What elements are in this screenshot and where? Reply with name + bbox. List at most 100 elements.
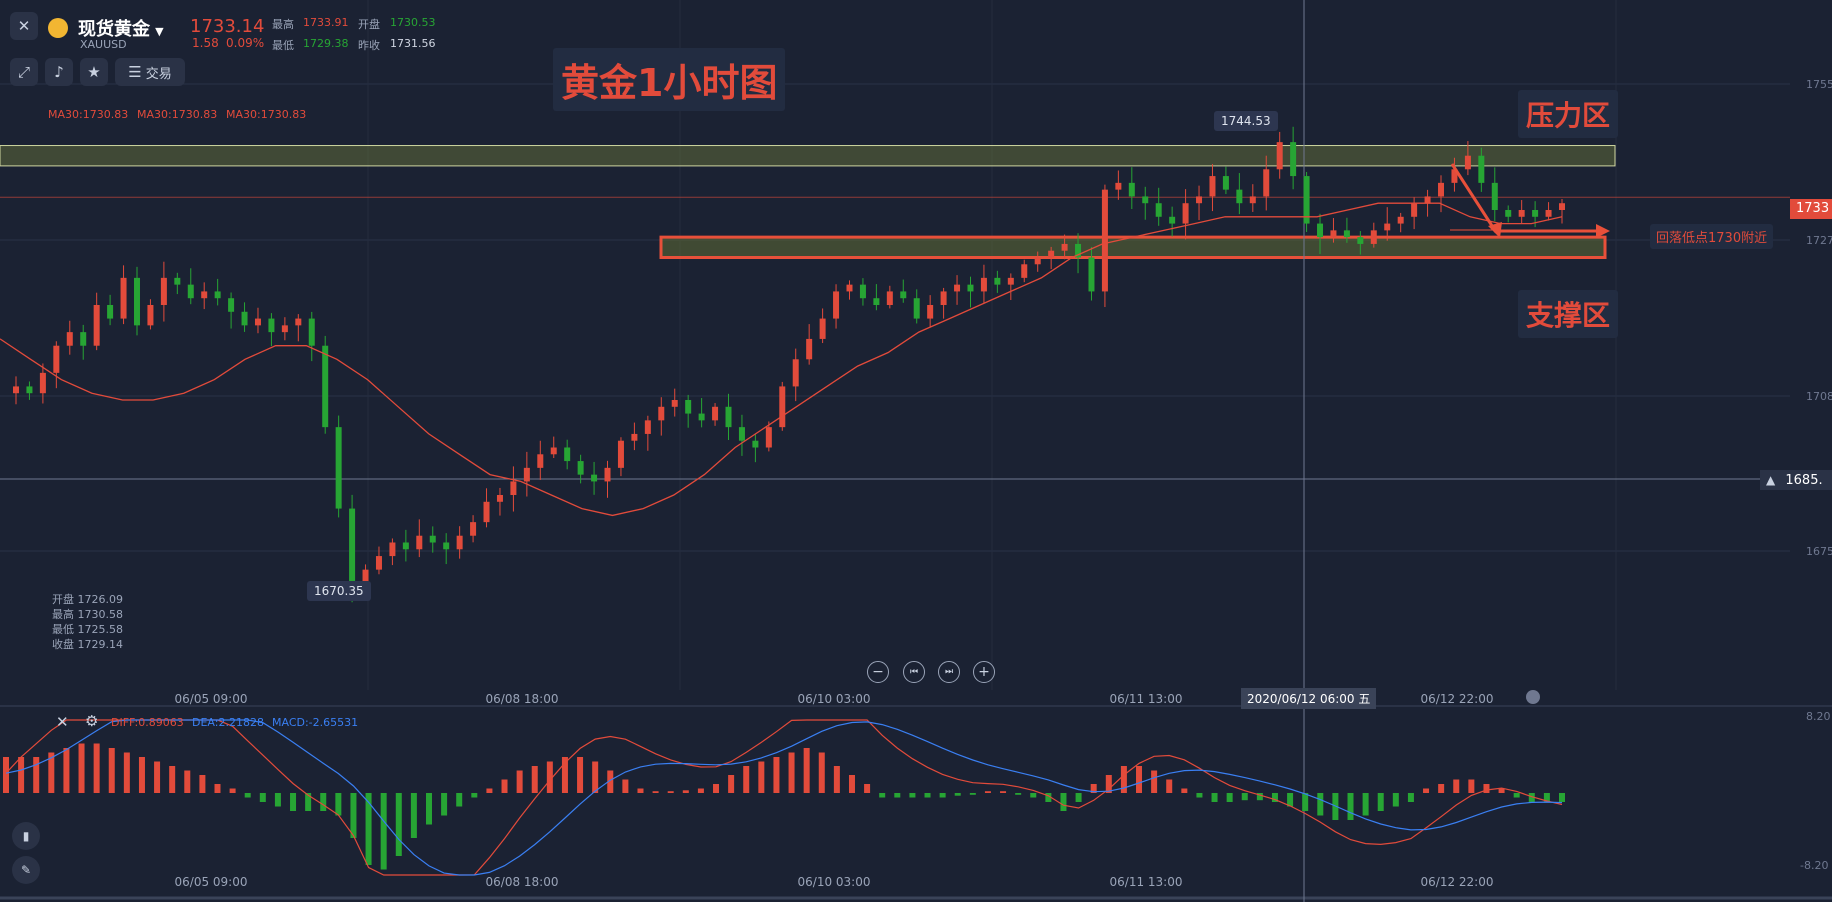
candle-body — [147, 305, 154, 326]
macd-bar — [290, 793, 297, 811]
macd-bar — [1015, 793, 1022, 795]
prev-close-value: 1731.56 — [390, 37, 436, 50]
macd-bar — [78, 743, 85, 793]
macd-bar — [1392, 793, 1399, 807]
candle-body — [375, 556, 382, 570]
trade-label: 交易 — [145, 66, 172, 82]
macd-bar — [229, 788, 236, 793]
scroll-dot[interactable] — [1526, 690, 1540, 704]
macd-x-label-5: 06/12 22:00 — [1420, 875, 1494, 889]
macd-bar — [1211, 793, 1218, 802]
macd-bar — [546, 761, 553, 793]
ma30-line — [0, 202, 1563, 517]
go-end-button[interactable]: ⏭ — [938, 661, 960, 683]
pen-tool-button[interactable]: ✎ — [12, 856, 40, 884]
macd-bar — [516, 770, 523, 793]
macd-bar — [743, 766, 750, 793]
candle-body — [819, 318, 826, 339]
current-price-tag: 1733 — [1790, 199, 1832, 219]
close-indicator-button[interactable]: ✕ — [56, 713, 69, 731]
candle-body — [268, 318, 275, 333]
pencil-icon: ✎ — [20, 863, 32, 877]
candle-body — [1263, 169, 1270, 197]
macd-bar — [788, 752, 795, 793]
macd-x-label-1: 06/05 09:00 — [174, 875, 248, 889]
indicator-tool-button[interactable]: ▮ — [12, 822, 40, 850]
skip-back-icon: ⏮ — [909, 667, 919, 677]
macd-bar — [486, 788, 493, 793]
symbol-code: XAUUSD — [80, 38, 127, 51]
macd-bar — [1438, 784, 1445, 793]
candle-body — [187, 284, 194, 299]
macd-bar — [456, 793, 463, 807]
candle-body — [927, 305, 934, 319]
x-label-3: 06/10 03:00 — [797, 692, 871, 706]
macd-bar — [939, 793, 946, 798]
macd-bar — [214, 784, 221, 793]
low-label: 最低 — [272, 39, 294, 52]
draw-tool-button[interactable]: ⤢ — [10, 58, 38, 86]
macd-bar — [274, 793, 281, 807]
macd-bar — [184, 770, 191, 793]
macd-bar — [879, 793, 886, 798]
candle-body — [658, 406, 665, 421]
chart-title-annotation: 黄金1小时图 — [553, 48, 786, 111]
candle-body — [201, 291, 208, 299]
macd-bar — [713, 784, 720, 793]
ma-legend-2: MA30:1730.83 — [137, 108, 218, 121]
favorite-button[interactable]: ★ — [80, 58, 108, 86]
macd-bar — [592, 761, 599, 793]
alert-button[interactable]: ♪ — [45, 58, 73, 86]
macd-bar — [833, 766, 840, 793]
candle-body — [174, 277, 181, 285]
macd-bar — [1090, 784, 1097, 793]
macd-bar — [395, 793, 402, 856]
macd-bar — [1423, 788, 1430, 793]
low-value: 1729.38 — [303, 37, 349, 50]
x-label-1: 06/05 09:00 — [174, 692, 248, 706]
ohlc-info: 开盘 1726.09 最高 1730.58 最低 1725.58 收盘 1729… — [52, 592, 123, 652]
zoom-out-button[interactable]: − — [867, 661, 889, 683]
side-arrowhead — [1596, 224, 1610, 238]
macd-bar — [1407, 793, 1414, 802]
candle-body — [1411, 203, 1418, 217]
macd-bar — [1468, 779, 1475, 793]
candle-body — [389, 542, 396, 557]
candle-body — [1048, 250, 1055, 258]
ohlc-open: 开盘 1726.09 — [52, 593, 123, 606]
down-arrow — [1450, 163, 1498, 233]
x-label-5: 06/12 22:00 — [1420, 692, 1494, 706]
ohlc-close: 收盘 1729.14 — [52, 638, 123, 651]
zoom-in-button[interactable]: + — [973, 661, 995, 683]
candle-body — [1451, 169, 1458, 183]
ma-legend-1: MA30:1730.83 — [48, 108, 129, 121]
prev-close-label: 昨收 — [358, 39, 380, 52]
macd-bar — [758, 761, 765, 793]
pullback-annotation: 回落低点1730附近 — [1650, 224, 1774, 249]
current-price-tag-value: 1733 — [1796, 201, 1830, 216]
macd-dea: DEA:2.21828 — [192, 716, 264, 729]
symbol-selector[interactable]: 现货黄金 ▼ — [78, 15, 164, 41]
trade-button[interactable]: ☰ 交易 — [115, 58, 185, 86]
ohlc-low: 最低 1725.58 — [52, 623, 123, 636]
macd-bar — [1256, 793, 1263, 801]
candle-body — [873, 298, 880, 305]
candle-body — [456, 535, 463, 550]
candle-body — [940, 291, 947, 305]
indicator-settings-button[interactable]: ⚙ — [85, 712, 98, 730]
bell-icon[interactable]: ▲ — [1766, 473, 1776, 487]
candle-body — [254, 318, 261, 326]
price-change: 1.58 — [192, 36, 219, 50]
close-button[interactable]: ✕ — [10, 12, 38, 40]
macd-bar — [864, 784, 871, 793]
candle-body — [523, 467, 530, 482]
macd-bar — [924, 793, 931, 798]
candle-body — [564, 447, 571, 462]
candle-body — [80, 332, 87, 346]
macd-bar — [1136, 766, 1143, 793]
macd-bar — [1483, 784, 1490, 793]
y-tick-1727: 1727 — [1806, 234, 1832, 247]
go-start-button[interactable]: ⏮ — [903, 661, 925, 683]
candle-body — [712, 406, 719, 421]
